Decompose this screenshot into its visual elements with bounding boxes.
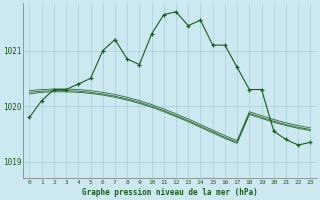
X-axis label: Graphe pression niveau de la mer (hPa): Graphe pression niveau de la mer (hPa) bbox=[82, 188, 258, 197]
